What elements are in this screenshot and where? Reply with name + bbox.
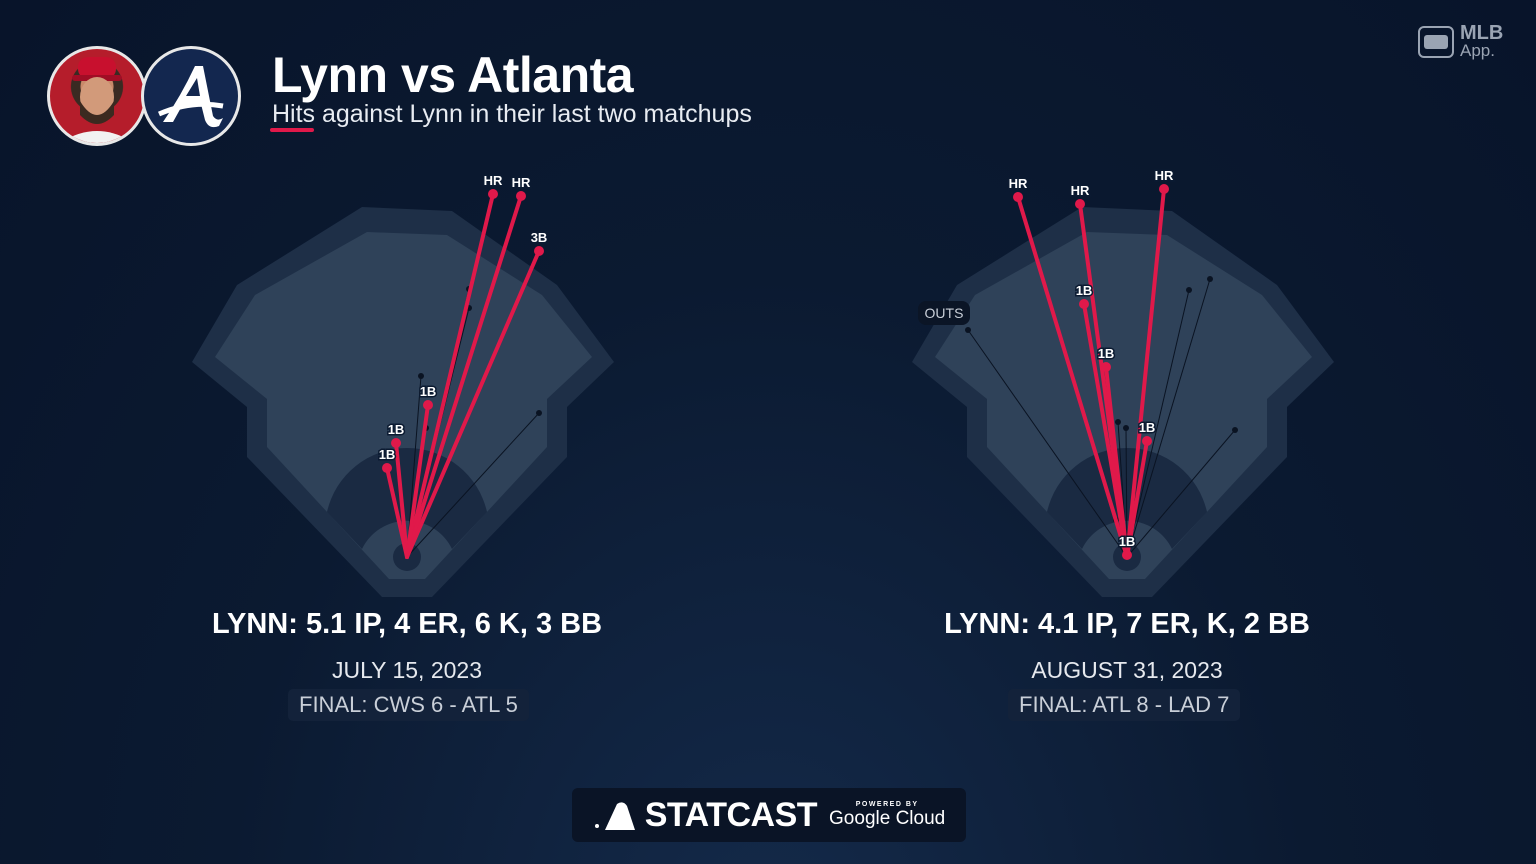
statcast-wordmark: STATCAST bbox=[644, 795, 818, 834]
mlb-app-logo: MLB App. bbox=[1418, 22, 1504, 60]
hit-marker bbox=[1013, 192, 1023, 202]
mlb-batter-icon bbox=[594, 802, 635, 830]
hit-label: 1B bbox=[1139, 420, 1156, 435]
game1-stat-line: LYNN: 5.1 IP, 4 ER, 6 K, 3 BB bbox=[211, 608, 603, 640]
out-marker bbox=[1123, 425, 1129, 431]
hit-marker bbox=[382, 463, 392, 473]
out-trajectory bbox=[1126, 278, 1211, 558]
hit-label: 3B bbox=[531, 230, 548, 245]
hit-marker bbox=[1075, 199, 1085, 209]
out-trajectory bbox=[1125, 427, 1128, 558]
hit-label: 1B bbox=[379, 447, 396, 462]
hit-label: 1B bbox=[420, 384, 437, 399]
hit-label: HR bbox=[512, 175, 531, 190]
hit-marker bbox=[1142, 436, 1152, 446]
out-trajectory bbox=[967, 329, 1128, 558]
out-trajectory bbox=[1126, 429, 1236, 558]
hit-label: 1B bbox=[388, 422, 405, 437]
game1-final-score: FINAL: CWS 6 - ATL 5 bbox=[288, 689, 529, 721]
hit-marker bbox=[423, 400, 433, 410]
infield-dirt bbox=[327, 448, 487, 549]
accent-underline bbox=[270, 128, 314, 132]
hit-label: HR bbox=[1071, 183, 1090, 198]
hit-label: HR bbox=[1009, 176, 1028, 191]
hit-marker bbox=[1122, 550, 1132, 560]
game2-final-score: FINAL: ATL 8 - LAD 7 bbox=[1008, 689, 1241, 721]
hit-marker bbox=[1079, 299, 1089, 309]
hit-label: 1B bbox=[1098, 346, 1115, 361]
hit-trajectory bbox=[1082, 302, 1129, 559]
hit-label: 1B bbox=[1119, 534, 1136, 549]
outs-badge bbox=[918, 301, 970, 325]
hit-marker bbox=[516, 191, 526, 201]
hit-marker bbox=[1159, 184, 1169, 194]
out-trajectory bbox=[406, 412, 540, 558]
player-avatar bbox=[47, 46, 147, 146]
mlb-app-line1: MLB bbox=[1460, 22, 1504, 44]
field-2 bbox=[912, 207, 1334, 597]
hit-trajectory bbox=[405, 249, 541, 559]
game2-stat-line: LYNN: 4.1 IP, 7 ER, K, 2 BB bbox=[944, 608, 1310, 640]
spray-charts: HR HR 3B 1B 1B 1B HR HR HR 1B 1B 1B 1B OUTS bbox=[192, 167, 1334, 597]
mlb-logo-icon bbox=[1418, 26, 1454, 58]
hit-trajectory bbox=[385, 466, 409, 559]
out-marker bbox=[418, 373, 424, 379]
field-grass bbox=[215, 232, 592, 579]
page-subtitle: Hits against Lynn in their last two matc… bbox=[272, 100, 752, 128]
field-grass bbox=[935, 232, 1312, 579]
hit-trajectory bbox=[1125, 187, 1166, 559]
hit-marker bbox=[1101, 362, 1111, 372]
hit-trajectory bbox=[1104, 365, 1129, 559]
game2-date: AUGUST 31, 2023 bbox=[1031, 657, 1223, 683]
hit-label: HR bbox=[1155, 168, 1174, 183]
mlb-app-line2: App. bbox=[1460, 41, 1495, 60]
hit-trajectory bbox=[394, 441, 409, 559]
out-marker bbox=[1115, 419, 1121, 425]
braves-a-icon bbox=[157, 66, 224, 128]
powered-by-text: POWERED BY bbox=[855, 800, 919, 808]
hit-trajectory bbox=[405, 403, 430, 559]
out-marker bbox=[1232, 427, 1238, 433]
out-trajectory bbox=[1126, 289, 1190, 558]
game1-date: JULY 15, 2023 bbox=[331, 657, 483, 683]
team-logo-atlanta bbox=[141, 46, 241, 146]
out-marker bbox=[536, 410, 542, 416]
hit-label: HR bbox=[484, 173, 503, 188]
hit-trajectory bbox=[1125, 439, 1149, 559]
statcast-footer-logo: STATCAST POWERED BY Google Cloud bbox=[572, 788, 966, 842]
outs-label: OUTS bbox=[925, 305, 964, 321]
hit-label: 1B bbox=[1076, 283, 1093, 298]
out-marker bbox=[1186, 287, 1192, 293]
google-cloud-wordmark: Google Cloud bbox=[829, 807, 946, 829]
hit-trajectory bbox=[405, 194, 523, 559]
hit-trajectory bbox=[1016, 195, 1129, 559]
out-marker bbox=[965, 327, 971, 333]
page-title: Lynn vs Atlanta bbox=[272, 47, 634, 103]
hit-marker bbox=[488, 189, 498, 199]
hit-marker bbox=[391, 438, 401, 448]
out-marker bbox=[1207, 276, 1213, 282]
field-1 bbox=[192, 207, 614, 597]
hit-marker bbox=[534, 246, 544, 256]
hit-trajectory bbox=[405, 192, 495, 559]
